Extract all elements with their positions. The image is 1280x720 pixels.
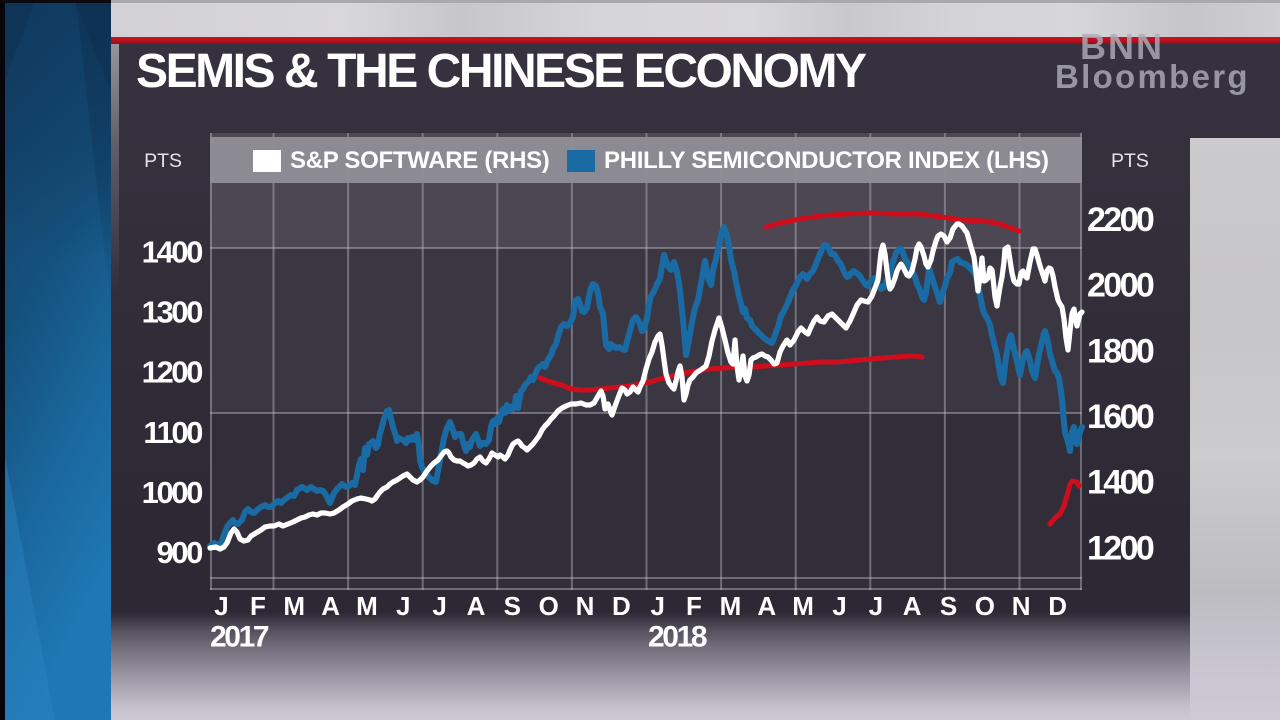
svg-text:PTS: PTS [144,150,182,172]
svg-text:1800: 1800 [1087,332,1154,370]
svg-text:M: M [356,591,378,621]
svg-text:N: N [1012,591,1031,621]
svg-text:1400: 1400 [142,235,203,270]
svg-text:S: S [504,591,521,621]
svg-text:J: J [650,591,664,621]
svg-text:1100: 1100 [143,415,202,450]
svg-text:M: M [792,591,814,621]
svg-text:A: A [757,591,776,621]
svg-text:1000: 1000 [142,475,203,510]
svg-text:J: J [396,591,410,621]
svg-text:D: D [1048,591,1067,621]
svg-text:J: J [869,591,883,621]
svg-text:PTS: PTS [1111,150,1149,172]
svg-text:PHILLY SEMICONDUCTOR INDEX (LH: PHILLY SEMICONDUCTOR INDEX (LHS) [604,147,1049,174]
svg-text:M: M [283,591,305,621]
svg-text:1300: 1300 [142,295,203,330]
svg-text:A: A [903,591,922,621]
svg-text:J: J [214,591,228,621]
svg-text:S: S [940,591,957,621]
svg-text:F: F [686,591,702,621]
svg-text:N: N [576,591,595,621]
svg-text:O: O [975,591,995,621]
svg-text:2018: 2018 [648,621,707,654]
svg-text:D: D [612,591,631,621]
svg-text:J: J [832,591,846,621]
svg-text:2000: 2000 [1087,267,1154,305]
svg-text:1600: 1600 [1087,398,1154,436]
svg-text:F: F [250,591,266,621]
svg-text:A: A [321,591,340,621]
svg-text:M: M [720,591,742,621]
svg-text:O: O [539,591,559,621]
svg-text:A: A [467,591,486,621]
svg-text:1200: 1200 [1087,529,1154,567]
svg-text:1200: 1200 [142,355,203,390]
svg-text:J: J [432,591,446,621]
svg-text:S&P SOFTWARE (RHS): S&P SOFTWARE (RHS) [290,147,550,174]
svg-text:900: 900 [156,535,202,570]
svg-text:2017: 2017 [210,621,269,654]
svg-text:1400: 1400 [1087,464,1154,502]
svg-text:2200: 2200 [1087,201,1154,239]
